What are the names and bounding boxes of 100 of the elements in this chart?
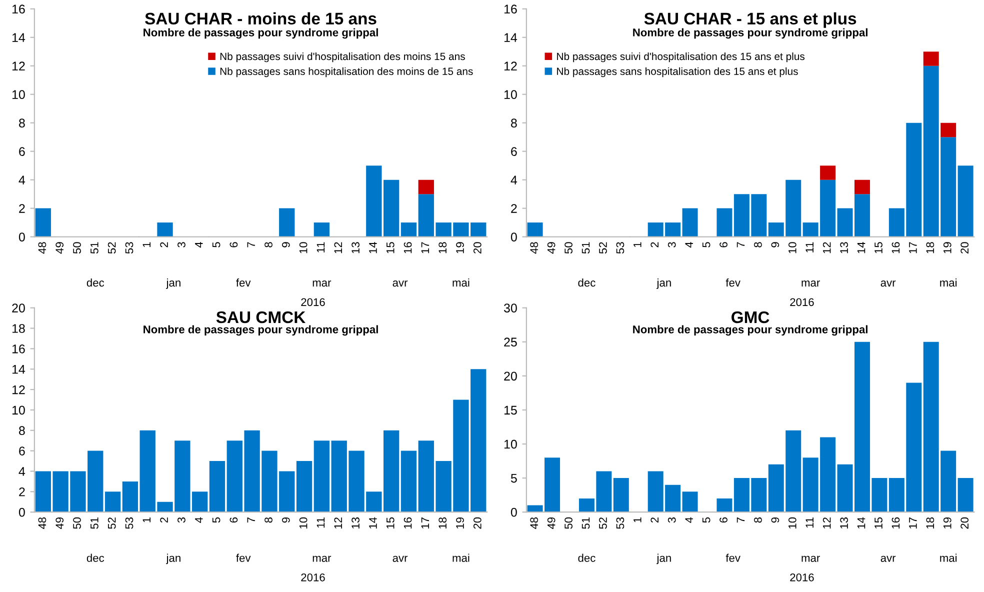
x-tick-label: 1 (634, 242, 642, 247)
x-tick-label: 50 (73, 242, 81, 254)
chart-title: GMC (732, 311, 770, 324)
x-tick-label: 50 (73, 517, 81, 529)
text: dec (86, 554, 104, 562)
y-tick-label: 15 (504, 406, 517, 415)
x-tick-label: 18 (926, 517, 934, 528)
y-tick-label: 20 (12, 304, 25, 312)
y-tick-label: 10 (12, 90, 25, 99)
x-tick-label: 11 (806, 517, 814, 528)
text: fev (236, 278, 251, 287)
bar (279, 208, 295, 237)
x-tick-label: 4 (195, 517, 203, 523)
y-tick-label: 4 (18, 467, 26, 476)
x-tick-label: 16 (404, 517, 412, 528)
x-tick-label: 3 (668, 242, 676, 248)
text: mar (802, 556, 820, 562)
x-tick-label: 3 (178, 517, 186, 523)
y-tick-label: 12 (12, 62, 25, 70)
bar (940, 122, 956, 138)
x-tick-label: 15 (874, 242, 882, 254)
x-tick-label: 20 (473, 242, 482, 254)
x-tick-label: 16 (892, 242, 900, 254)
x-tick-label: 3 (668, 517, 676, 523)
y-tick-label: 4 (18, 176, 26, 184)
bar (418, 180, 434, 194)
text: mai (940, 554, 957, 562)
x-tick-label: 13 (352, 242, 360, 254)
x-tick-label: 7 (736, 242, 745, 248)
x-tick-label: 7 (247, 518, 255, 523)
x-tick-label: 8 (264, 242, 272, 248)
bar (400, 222, 417, 237)
y-tick-label: 0 (18, 508, 25, 517)
chart-title: SAU CHAR - moins de 15 ans (145, 12, 376, 25)
y-tick-label: 14 (12, 365, 26, 374)
x-tick-label: 14 (369, 517, 377, 528)
y-tick-label: 12 (12, 385, 25, 394)
y-tick-label: 14 (12, 33, 26, 42)
x-tick-label: 48 (530, 242, 538, 254)
x-tick-label: 20 (960, 242, 969, 254)
x-tick-label: 2 (650, 518, 658, 523)
y-tick-label: 8 (19, 118, 25, 128)
y-tick-label: 0 (510, 508, 517, 517)
x-tick-label: 9 (282, 517, 290, 523)
x-tick-label: 10 (299, 242, 308, 254)
x-tick-label: 14 (857, 242, 866, 254)
x-tick-label: 10 (299, 517, 308, 528)
bar (958, 166, 974, 237)
x-tick-label: 19 (456, 517, 464, 528)
y-tick-label: 10 (504, 440, 517, 449)
x-tick-label: 52 (599, 518, 607, 529)
text: Nombre de passages pour syndrome grippal (633, 28, 868, 39)
bar (527, 222, 543, 237)
text: mar (802, 280, 820, 287)
x-tick-label: 12 (822, 518, 831, 528)
x-tick-label: 5 (212, 242, 220, 248)
x-tick-label: 16 (892, 517, 900, 528)
text: mai (452, 554, 470, 562)
x-tick-label: 13 (352, 517, 360, 528)
x-tick-label: 49 (547, 242, 556, 254)
x-tick-label: 48 (38, 242, 46, 254)
y-tick-label: 10 (12, 406, 25, 415)
y-tick-label: 2 (511, 204, 517, 213)
legend-label: Nb passages sans hospitalisation des 15 ans et plus (557, 67, 798, 78)
y-tick-label: 16 (12, 344, 25, 354)
x-tick-label: 8 (754, 517, 762, 523)
text: fev (726, 278, 740, 287)
x-tick-label: 48 (38, 517, 46, 530)
y-tick-label: 8 (511, 118, 517, 128)
x-tick-label: 6 (720, 517, 728, 523)
x-tick-label: 17 (909, 242, 917, 254)
legend-label: Nb passages suivi d'hospitalisation des moins 15 ans (220, 52, 465, 62)
x-tick-label: 8 (264, 517, 272, 523)
y-tick-label: 4 (510, 176, 518, 184)
x-tick-label: 14 (857, 517, 866, 528)
legend-label: Nb passages suivi d'hospitalisation des 15 ans et plus (557, 52, 805, 62)
text: dec (578, 278, 596, 287)
text: Nombre de passages pour syndrome grippal (633, 325, 868, 336)
x-tick-label: 17 (421, 518, 430, 528)
text: mar (312, 556, 332, 562)
y-tick-label: 16 (12, 4, 25, 14)
x-tick-label: 53 (125, 242, 134, 254)
y-tick-label: 25 (504, 338, 517, 347)
x-tick-label: 52 (599, 242, 607, 254)
chart-title: SAU CMCK (216, 311, 306, 324)
x-tick-label: 3 (178, 242, 186, 248)
x-tick-label: 8 (754, 242, 762, 248)
x-tick-label: 11 (806, 242, 814, 252)
x-tick-label: 52 (108, 518, 116, 529)
x-tick-label: 1 (142, 242, 150, 247)
bar (400, 450, 417, 512)
x-tick-label: 50 (564, 517, 572, 529)
x-tick-label: 2 (650, 242, 658, 248)
bar (157, 222, 173, 237)
bar (613, 478, 629, 512)
y-tick-label: 0 (510, 232, 517, 242)
x-tick-label: 19 (456, 242, 464, 254)
y-tick-label: 16 (504, 4, 517, 14)
x-tick-label: 16 (404, 242, 412, 254)
x-tick-label: 19 (943, 242, 952, 254)
